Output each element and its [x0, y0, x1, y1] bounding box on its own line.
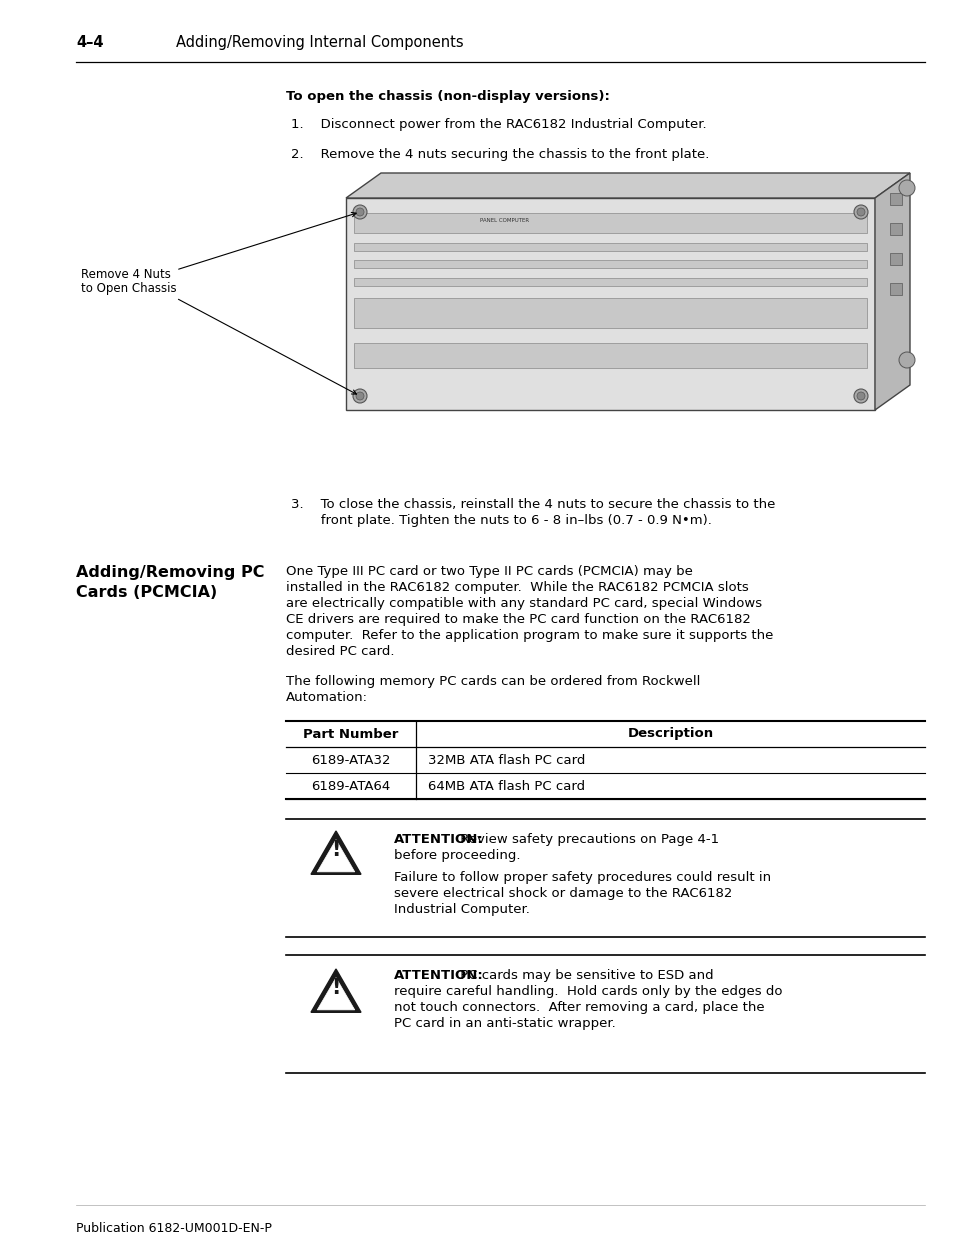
Bar [889, 283, 901, 295]
Polygon shape [346, 198, 874, 410]
Text: 3.    To close the chassis, reinstall the 4 nuts to secure the chassis to the: 3. To close the chassis, reinstall the 4… [291, 498, 775, 511]
Text: !: ! [331, 978, 340, 998]
Circle shape [898, 180, 914, 196]
Polygon shape [317, 840, 355, 872]
Text: Adding/Removing Internal Components: Adding/Removing Internal Components [175, 35, 463, 49]
Text: 4–4: 4–4 [76, 35, 103, 49]
Text: CE drivers are required to make the PC card function on the RAC6182: CE drivers are required to make the PC c… [286, 613, 750, 626]
Text: Publication 6182-UM001D-EN-P: Publication 6182-UM001D-EN-P [76, 1221, 272, 1235]
Circle shape [898, 352, 914, 368]
Text: 64MB ATA flash PC card: 64MB ATA flash PC card [428, 779, 584, 793]
Text: PANEL COMPUTER: PANEL COMPUTER [479, 217, 529, 222]
Circle shape [355, 207, 364, 216]
Text: require careful handling.  Hold cards only by the edges do: require careful handling. Hold cards onl… [394, 986, 781, 998]
Text: Industrial Computer.: Industrial Computer. [394, 903, 529, 916]
Circle shape [853, 205, 867, 219]
Text: desired PC card.: desired PC card. [286, 645, 395, 658]
Bar [354, 298, 866, 329]
Text: Description: Description [627, 727, 713, 741]
Text: PC card in an anti-static wrapper.: PC card in an anti-static wrapper. [394, 1016, 615, 1030]
Text: Part Number: Part Number [303, 727, 398, 741]
Bar [889, 193, 901, 205]
Text: Failure to follow proper safety procedures could result in: Failure to follow proper safety procedur… [394, 871, 770, 884]
Polygon shape [874, 173, 909, 410]
Circle shape [355, 391, 364, 400]
Text: Adding/Removing PC: Adding/Removing PC [76, 564, 264, 580]
Text: are electrically compatible with any standard PC card, special Windows: are electrically compatible with any sta… [286, 597, 761, 610]
Polygon shape [311, 969, 360, 1013]
Text: 1.    Disconnect power from the RAC6182 Industrial Computer.: 1. Disconnect power from the RAC6182 Ind… [291, 119, 706, 131]
Polygon shape [317, 978, 355, 1010]
Bar [354, 261, 866, 268]
Circle shape [856, 207, 864, 216]
Text: !: ! [331, 841, 340, 861]
Polygon shape [311, 831, 360, 874]
Bar [889, 224, 901, 235]
Circle shape [853, 389, 867, 403]
Text: 6189-ATA32: 6189-ATA32 [311, 753, 391, 767]
Text: 32MB ATA flash PC card: 32MB ATA flash PC card [428, 753, 585, 767]
Circle shape [353, 389, 367, 403]
Text: before proceeding.: before proceeding. [394, 848, 520, 862]
Bar [889, 253, 901, 266]
Text: ATTENTION:: ATTENTION: [394, 969, 483, 982]
Text: 2.    Remove the 4 nuts securing the chassis to the front plate.: 2. Remove the 4 nuts securing the chassi… [291, 148, 709, 161]
Text: installed in the RAC6182 computer.  While the RAC6182 PCMCIA slots: installed in the RAC6182 computer. While… [286, 580, 748, 594]
Text: Review safety precautions on Page 4-1: Review safety precautions on Page 4-1 [456, 832, 719, 846]
Polygon shape [346, 173, 909, 198]
Bar [354, 243, 866, 251]
Bar [354, 278, 866, 287]
Text: ATTENTION:: ATTENTION: [394, 832, 483, 846]
Text: front plate. Tighten the nuts to 6 - 8 in–lbs (0.7 - 0.9 N•m).: front plate. Tighten the nuts to 6 - 8 i… [291, 514, 711, 527]
Text: severe electrical shock or damage to the RAC6182: severe electrical shock or damage to the… [394, 887, 732, 900]
Text: Cards (PCMCIA): Cards (PCMCIA) [76, 585, 217, 600]
Text: to Open Chassis: to Open Chassis [81, 282, 176, 295]
Text: Automation:: Automation: [286, 692, 368, 704]
Text: One Type III PC card or two Type II PC cards (PCMCIA) may be: One Type III PC card or two Type II PC c… [286, 564, 692, 578]
Text: not touch connectors.  After removing a card, place the: not touch connectors. After removing a c… [394, 1002, 763, 1014]
Text: 6189-ATA64: 6189-ATA64 [311, 779, 390, 793]
Bar [354, 212, 866, 233]
Text: The following memory PC cards can be ordered from Rockwell: The following memory PC cards can be ord… [286, 676, 700, 688]
Circle shape [856, 391, 864, 400]
Bar [354, 343, 866, 368]
Text: computer.  Refer to the application program to make sure it supports the: computer. Refer to the application progr… [286, 629, 773, 642]
Text: PC cards may be sensitive to ESD and: PC cards may be sensitive to ESD and [456, 969, 713, 982]
Text: Remove 4 Nuts: Remove 4 Nuts [81, 268, 171, 282]
Circle shape [353, 205, 367, 219]
Text: To open the chassis (non-display versions):: To open the chassis (non-display version… [286, 90, 609, 103]
